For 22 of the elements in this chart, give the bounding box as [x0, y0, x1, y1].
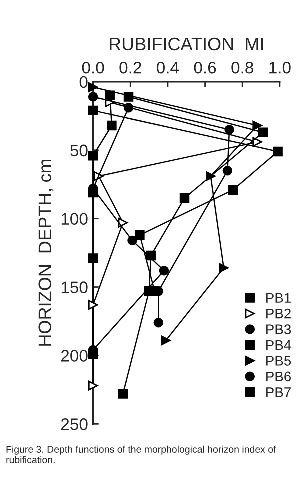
y-tick-label: 200	[61, 350, 88, 362]
legend-label: PB4	[266, 340, 292, 350]
y-tick-label: 250	[61, 418, 88, 430]
x-tick-label: 0.6	[194, 62, 216, 74]
legend-label: PB6	[266, 372, 292, 382]
caption: Figure 3. Depth functions of the morphological horizon index of rubification.	[6, 446, 276, 464]
y-tick-label: 50	[70, 144, 88, 157]
y-tick-label: 150	[62, 282, 88, 294]
legend-label: PB5	[266, 356, 292, 366]
x-tick-label: 0.8	[232, 62, 254, 74]
y-axis-title: HORIZON DEPTH, cm	[38, 160, 54, 346]
x-tick-label: 0.4	[157, 62, 180, 74]
x-tick-label: 1.0	[270, 62, 291, 74]
x-axis-title: RUBIFICATION MI	[110, 38, 264, 51]
y-tick-label: 0	[80, 76, 88, 88]
x-tick-label: 0.2	[120, 62, 142, 74]
legend-label: PB7	[266, 388, 291, 398]
y-tick-label: 100	[62, 213, 88, 226]
legend-label: PB1	[266, 293, 291, 303]
legend-label: PB2	[266, 308, 291, 319]
x-tick-label: 0.0	[82, 62, 104, 74]
legend-label: PB3	[266, 324, 292, 334]
